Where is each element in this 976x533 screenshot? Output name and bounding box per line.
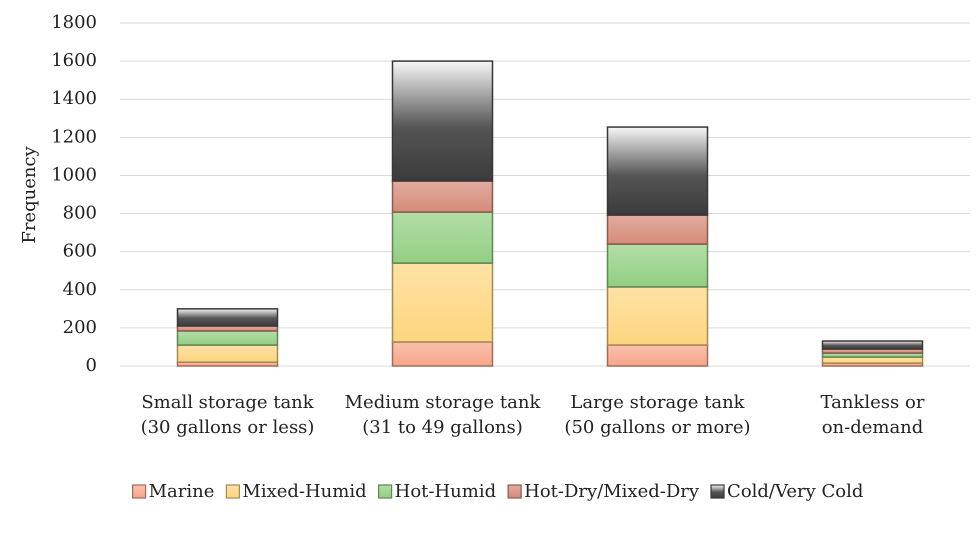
bar-segment — [821, 356, 924, 364]
bar-segment — [176, 344, 279, 363]
legend-label: Cold/Very Cold — [727, 481, 863, 502]
legend-label: Hot-Humid — [395, 481, 497, 502]
legend-swatch — [507, 484, 522, 499]
y-tick-label: 800 — [63, 203, 97, 224]
bar-segment — [606, 344, 709, 367]
bar-segment — [606, 126, 709, 216]
bar-segment — [606, 243, 709, 288]
y-tick-label: 200 — [63, 317, 97, 338]
bar-segment — [391, 211, 494, 264]
legend: Marine Mixed-Humid Hot-Humid Hot-Dry/Mixed-… — [132, 481, 863, 502]
legend-swatch — [378, 484, 393, 499]
y-tick-label: 1800 — [51, 12, 97, 33]
y-tick-label: 400 — [63, 279, 97, 300]
bar-segment — [391, 180, 494, 213]
x-tick-label: Small storage tank (30 gallons or less) — [141, 392, 315, 438]
y-axis-label: Frequency — [19, 145, 40, 243]
bar-segment — [606, 286, 709, 346]
bar-segment — [176, 330, 279, 346]
y-tick-label: 1600 — [51, 50, 97, 71]
legend-swatch — [225, 484, 240, 499]
legend-label: Marine — [149, 481, 215, 502]
bar-segment — [176, 308, 279, 327]
legend-swatch — [710, 484, 725, 499]
legend-label: Mixed-Humid — [242, 481, 366, 502]
y-tick-label: 600 — [63, 241, 97, 262]
legend-swatch — [132, 484, 147, 499]
x-tick-label: Large storage tank (50 gallons or more) — [564, 392, 750, 438]
bar-segment — [606, 214, 709, 245]
bar-segment — [391, 262, 494, 343]
y-tick-label: 0 — [86, 355, 97, 376]
y-tick-label: 1000 — [51, 164, 97, 185]
bar-segment — [821, 340, 924, 350]
y-tick-label: 1200 — [51, 126, 97, 147]
x-tick-label: Tankless or on-demand — [821, 392, 925, 438]
bar-segment — [391, 60, 494, 182]
y-tick-label: 1400 — [51, 88, 97, 109]
x-tick-label: Medium storage tank (31 to 49 gallons) — [345, 392, 542, 438]
legend-label: Hot-Dry/Mixed-Dry — [524, 481, 700, 502]
bar-segment — [391, 341, 494, 367]
